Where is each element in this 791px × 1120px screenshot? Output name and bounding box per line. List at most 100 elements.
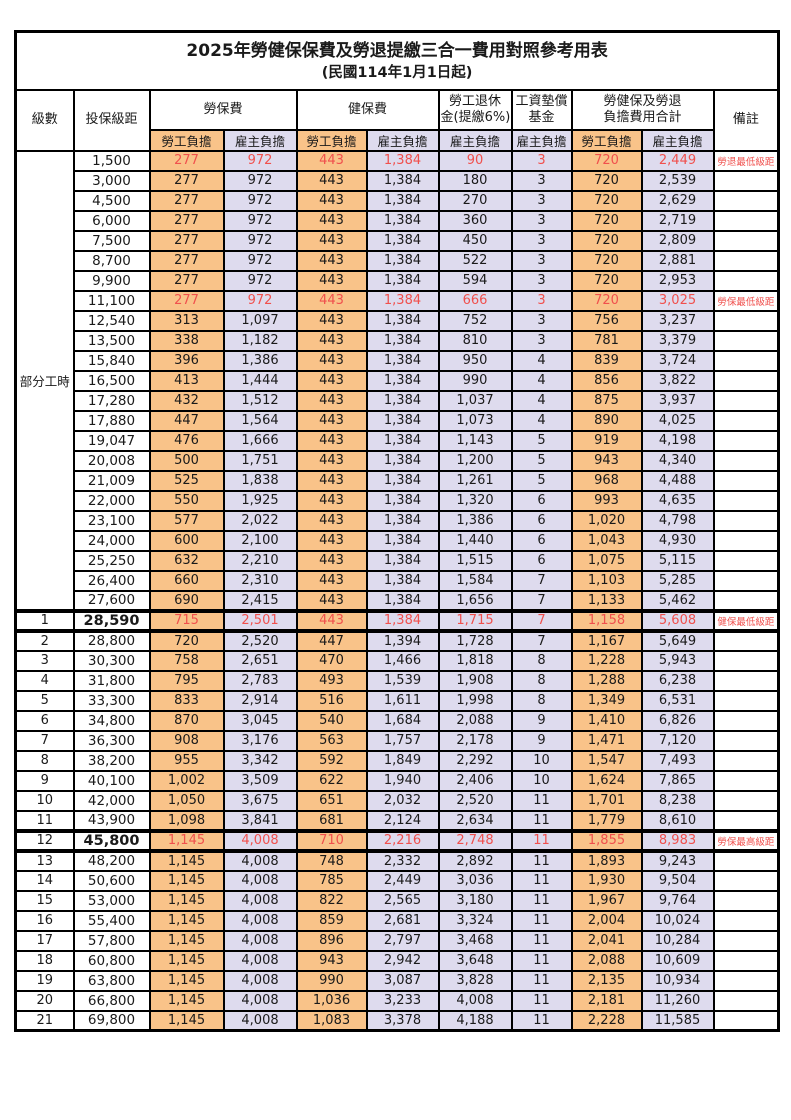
value-cell-health-employee: 443 <box>295 608 368 633</box>
group-header-wage-fund: 工資墊償 基金 <box>510 88 573 131</box>
value-cell-wage-fund-employer: 8 <box>510 689 573 712</box>
value-cell-wage-fund-employer: 3 <box>510 329 573 352</box>
value-cell-labor-employer: 4,008 <box>222 949 298 972</box>
value-cell-pension-employer: 180 <box>437 169 513 192</box>
value-cell-total-employee: 720 <box>570 209 643 232</box>
note-cell <box>712 649 780 672</box>
table-row: 4,500 277 972 443 1,384 270 3 720 2,629 <box>16 189 780 212</box>
level-cell: 4 <box>14 669 75 692</box>
value-cell-health-employee: 443 <box>295 149 368 172</box>
col-header-bracket: 投保級距 <box>72 88 151 152</box>
value-cell-wage-fund-employer: 11 <box>510 929 573 952</box>
value-cell-health-employer: 2,216 <box>365 828 440 853</box>
value-cell-total-employer: 2,881 <box>640 249 715 272</box>
value-cell-total-employer: 5,608 <box>640 608 715 633</box>
value-cell-total-employee: 2,228 <box>570 1009 643 1032</box>
value-cell-health-employee: 443 <box>295 409 368 432</box>
value-cell-labor-employee: 1,145 <box>148 929 225 952</box>
value-cell-labor-employee: 1,050 <box>148 789 225 812</box>
value-cell-labor-employee: 476 <box>148 429 225 452</box>
value-cell-pension-employer: 3,324 <box>437 909 513 932</box>
value-cell-total-employer: 5,285 <box>640 569 715 592</box>
value-cell-health-employee: 443 <box>295 429 368 452</box>
table-row: 13 48,200 1,145 4,008 748 2,332 2,892 11 1,893 9,… <box>14 849 780 872</box>
value-cell-health-employer: 1,384 <box>365 349 440 372</box>
value-cell-wage-fund-employer: 3 <box>510 209 573 232</box>
value-cell-labor-employee: 955 <box>148 749 225 772</box>
table-row: 10 42,000 1,050 3,675 651 2,032 2,520 11 1,701 8,… <box>14 789 780 812</box>
value-cell-health-employer: 2,797 <box>365 929 440 952</box>
page-title: 2025年勞健保保費及勞退提繳三合一費用對照參考用表 <box>186 41 608 61</box>
value-cell-total-employer: 2,449 <box>640 149 715 172</box>
value-cell-total-employee: 919 <box>570 429 643 452</box>
note-cell <box>712 389 780 412</box>
bracket-cell: 28,590 <box>72 608 151 633</box>
value-cell-health-employer: 1,384 <box>365 149 440 172</box>
value-cell-total-employee: 720 <box>570 249 643 272</box>
subheader-total-employer: 雇主負擔 <box>640 128 715 152</box>
value-cell-pension-employer: 2,892 <box>437 849 513 872</box>
level-cell: 10 <box>14 789 75 812</box>
value-cell-health-employee: 443 <box>295 209 368 232</box>
value-cell-health-employee: 822 <box>295 889 368 912</box>
value-cell-health-employer: 2,942 <box>365 949 440 972</box>
level-cell: 6 <box>14 709 75 732</box>
value-cell-wage-fund-employer: 6 <box>510 529 573 552</box>
value-cell-total-employer: 9,504 <box>640 869 715 892</box>
bracket-cell: 69,800 <box>72 1009 151 1032</box>
value-cell-health-employee: 592 <box>295 749 368 772</box>
value-cell-wage-fund-employer: 7 <box>510 629 573 652</box>
table-row: 17,880 447 1,564 443 1,384 1,073 4 890 4,025 <box>16 409 780 432</box>
value-cell-pension-employer: 3,468 <box>437 929 513 952</box>
bracket-cell: 12,540 <box>72 309 151 332</box>
value-cell-labor-employee: 660 <box>148 569 225 592</box>
table-row: 17 57,800 1,145 4,008 896 2,797 3,468 11 2,041 10… <box>14 929 780 952</box>
value-cell-labor-employer: 972 <box>222 169 298 192</box>
value-cell-labor-employee: 277 <box>148 289 225 312</box>
value-cell-pension-employer: 2,634 <box>437 809 513 832</box>
note-cell <box>712 709 780 732</box>
subheader-health-employer: 雇主負擔 <box>365 128 440 152</box>
value-cell-total-employee: 856 <box>570 369 643 392</box>
value-cell-labor-employer: 1,444 <box>222 369 298 392</box>
value-cell-health-employer: 1,384 <box>365 569 440 592</box>
value-cell-total-employer: 3,379 <box>640 329 715 352</box>
note-cell <box>712 409 780 432</box>
bracket-cell: 40,100 <box>72 769 151 792</box>
note-cell <box>712 869 780 892</box>
value-cell-labor-employer: 4,008 <box>222 989 298 1012</box>
value-cell-health-employer: 1,384 <box>365 549 440 572</box>
table-row: 6 34,800 870 3,045 540 1,684 2,088 9 1,410 6,826 <box>14 709 780 732</box>
value-cell-labor-employer: 4,008 <box>222 889 298 912</box>
value-cell-health-employer: 1,384 <box>365 389 440 412</box>
value-cell-labor-employee: 1,145 <box>148 969 225 992</box>
note-cell <box>712 949 780 972</box>
value-cell-pension-employer: 4,188 <box>437 1009 513 1032</box>
value-cell-total-employee: 1,228 <box>570 649 643 672</box>
value-cell-total-employer: 5,649 <box>640 629 715 652</box>
value-cell-total-employee: 1,158 <box>570 608 643 633</box>
value-cell-labor-employee: 1,145 <box>148 869 225 892</box>
note-cell <box>712 1009 780 1032</box>
value-cell-labor-employee: 1,145 <box>148 1009 225 1032</box>
value-cell-labor-employer: 4,008 <box>222 909 298 932</box>
bracket-cell: 15,840 <box>72 349 151 372</box>
value-cell-health-employer: 1,384 <box>365 469 440 492</box>
value-cell-health-employee: 681 <box>295 809 368 832</box>
value-cell-health-employer: 1,849 <box>365 749 440 772</box>
value-cell-labor-employer: 4,008 <box>222 929 298 952</box>
note-cell <box>712 249 780 272</box>
value-cell-total-employer: 6,531 <box>640 689 715 712</box>
value-cell-wage-fund-employer: 11 <box>510 789 573 812</box>
table-row: 19 63,800 1,145 4,008 990 3,087 3,828 11 2,135 10… <box>14 969 780 992</box>
value-cell-pension-employer: 1,320 <box>437 489 513 512</box>
value-cell-labor-employer: 972 <box>222 249 298 272</box>
table-row: 16 55,400 1,145 4,008 859 2,681 3,324 11 2,004 10… <box>14 909 780 932</box>
bracket-cell: 48,200 <box>72 849 151 872</box>
value-cell-health-employer: 1,394 <box>365 629 440 652</box>
table-row: 9 40,100 1,002 3,509 622 1,940 2,406 10 1,624 7,8… <box>14 769 780 792</box>
bracket-cell: 8,700 <box>72 249 151 272</box>
value-cell-labor-employer: 4,008 <box>222 828 298 853</box>
note-cell <box>712 309 780 332</box>
value-cell-health-employee: 1,083 <box>295 1009 368 1032</box>
